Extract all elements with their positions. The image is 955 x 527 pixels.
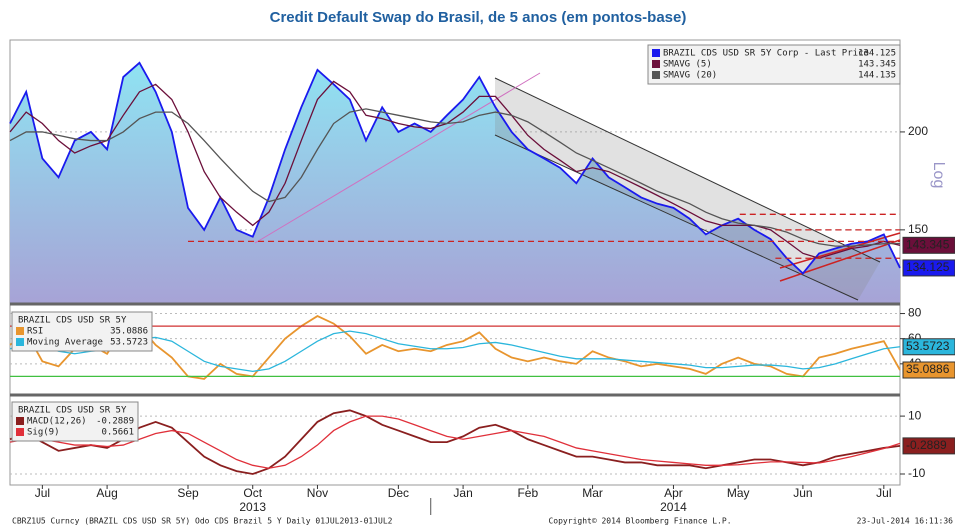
- y-tick-label: 150: [908, 222, 928, 236]
- y-tick-label: 10: [908, 408, 922, 422]
- legend-swatch: [16, 417, 24, 425]
- trend-line: [779, 239, 901, 282]
- legend-label: BRAZIL CDS USD SR 5Y Corp - Last Price: [663, 49, 869, 59]
- value-tag: [902, 361, 955, 379]
- footer-source: CBRZ1U5 Curncy (BRAZIL CDS USD SR 5Y) Od…: [12, 517, 393, 526]
- trend-line: [494, 134, 859, 301]
- legend-label: SMAVG (20): [663, 71, 717, 81]
- x-tick-label: Aug: [96, 486, 117, 500]
- x-tick-label: Jul: [35, 486, 50, 500]
- legend-value: 0.5661: [101, 428, 134, 438]
- legend-title: BRAZIL CDS USD SR 5Y: [18, 316, 127, 326]
- legend-swatch: [16, 338, 24, 346]
- value-tag: [902, 259, 955, 277]
- x-tick-label: Sep: [177, 486, 199, 500]
- value-tag-label: 134.125: [906, 260, 950, 274]
- legend-label: RSI: [27, 327, 43, 337]
- x-tick-label: Feb: [517, 486, 538, 500]
- x-tick-label: Apr: [664, 486, 683, 500]
- legend-value: 143.345: [858, 60, 896, 70]
- legend-swatch: [652, 49, 660, 57]
- legend-value: -0.2889: [96, 417, 134, 427]
- value-tag: [902, 437, 955, 455]
- legend-label: Sig(9): [27, 428, 60, 438]
- legend-box: [647, 44, 901, 85]
- legend-title: BRAZIL CDS USD SR 5Y: [18, 406, 127, 416]
- x-tick-label: Jun: [793, 486, 812, 500]
- year-label: 2013: [239, 500, 266, 514]
- value-tag: [902, 236, 955, 254]
- legend-box: [11, 311, 153, 352]
- legend-value: 53.5723: [110, 338, 148, 348]
- legend-value: 144.135: [858, 71, 896, 81]
- legend-value: 134.125: [858, 49, 896, 59]
- series-line: [9, 315, 901, 380]
- legend-label: Moving Average: [27, 338, 103, 348]
- legend-label: MACD(12,26): [27, 417, 87, 427]
- y-tick-label: 80: [908, 306, 922, 320]
- year-label: 2014: [660, 500, 687, 514]
- y-tick-label: -10: [908, 466, 926, 480]
- x-tick-label: Jul: [876, 486, 891, 500]
- chart-title: Credit Default Swap do Brasil, de 5 anos…: [270, 9, 687, 26]
- series-line: [9, 409, 901, 475]
- value-tag-label: 143.345: [906, 237, 950, 251]
- footer-copyright: Copyright© 2014 Bloomberg Finance L.P.: [548, 517, 731, 526]
- legend-swatch: [16, 327, 24, 335]
- area-fill: [10, 62, 900, 304]
- x-tick-label: Oct: [243, 486, 262, 500]
- x-tick-label: Dec: [388, 486, 409, 500]
- x-tick-label: Jan: [453, 486, 472, 500]
- value-tag-label: 53.5723: [906, 339, 950, 353]
- y-tick-label: 200: [908, 124, 928, 138]
- series-line: [9, 330, 901, 373]
- series-line: [9, 415, 901, 469]
- legend-box: [11, 401, 139, 442]
- series-line: [9, 61, 901, 275]
- legend-value: 35.0886: [110, 327, 148, 337]
- x-tick-label: Mar: [582, 486, 603, 500]
- trend-line: [494, 77, 881, 263]
- value-tag: [902, 338, 955, 356]
- trend-line: [779, 232, 901, 269]
- y-axis-label: Log: [930, 162, 947, 189]
- plot-layer: [10, 62, 900, 475]
- value-tag-label: -0.2889: [906, 438, 947, 452]
- trend-channel: [495, 78, 880, 300]
- series-line: [9, 108, 901, 247]
- legend-label: SMAVG (5): [663, 60, 712, 70]
- legend-swatch: [16, 428, 24, 436]
- x-tick-label: Nov: [307, 486, 328, 500]
- footer-time: 23-Jul-2014 16:11:36: [857, 517, 954, 526]
- legend-swatch: [652, 60, 660, 68]
- value-tag-label: 35.0886: [906, 362, 950, 376]
- x-tick-label: May: [727, 486, 750, 500]
- legend-swatch: [652, 71, 660, 79]
